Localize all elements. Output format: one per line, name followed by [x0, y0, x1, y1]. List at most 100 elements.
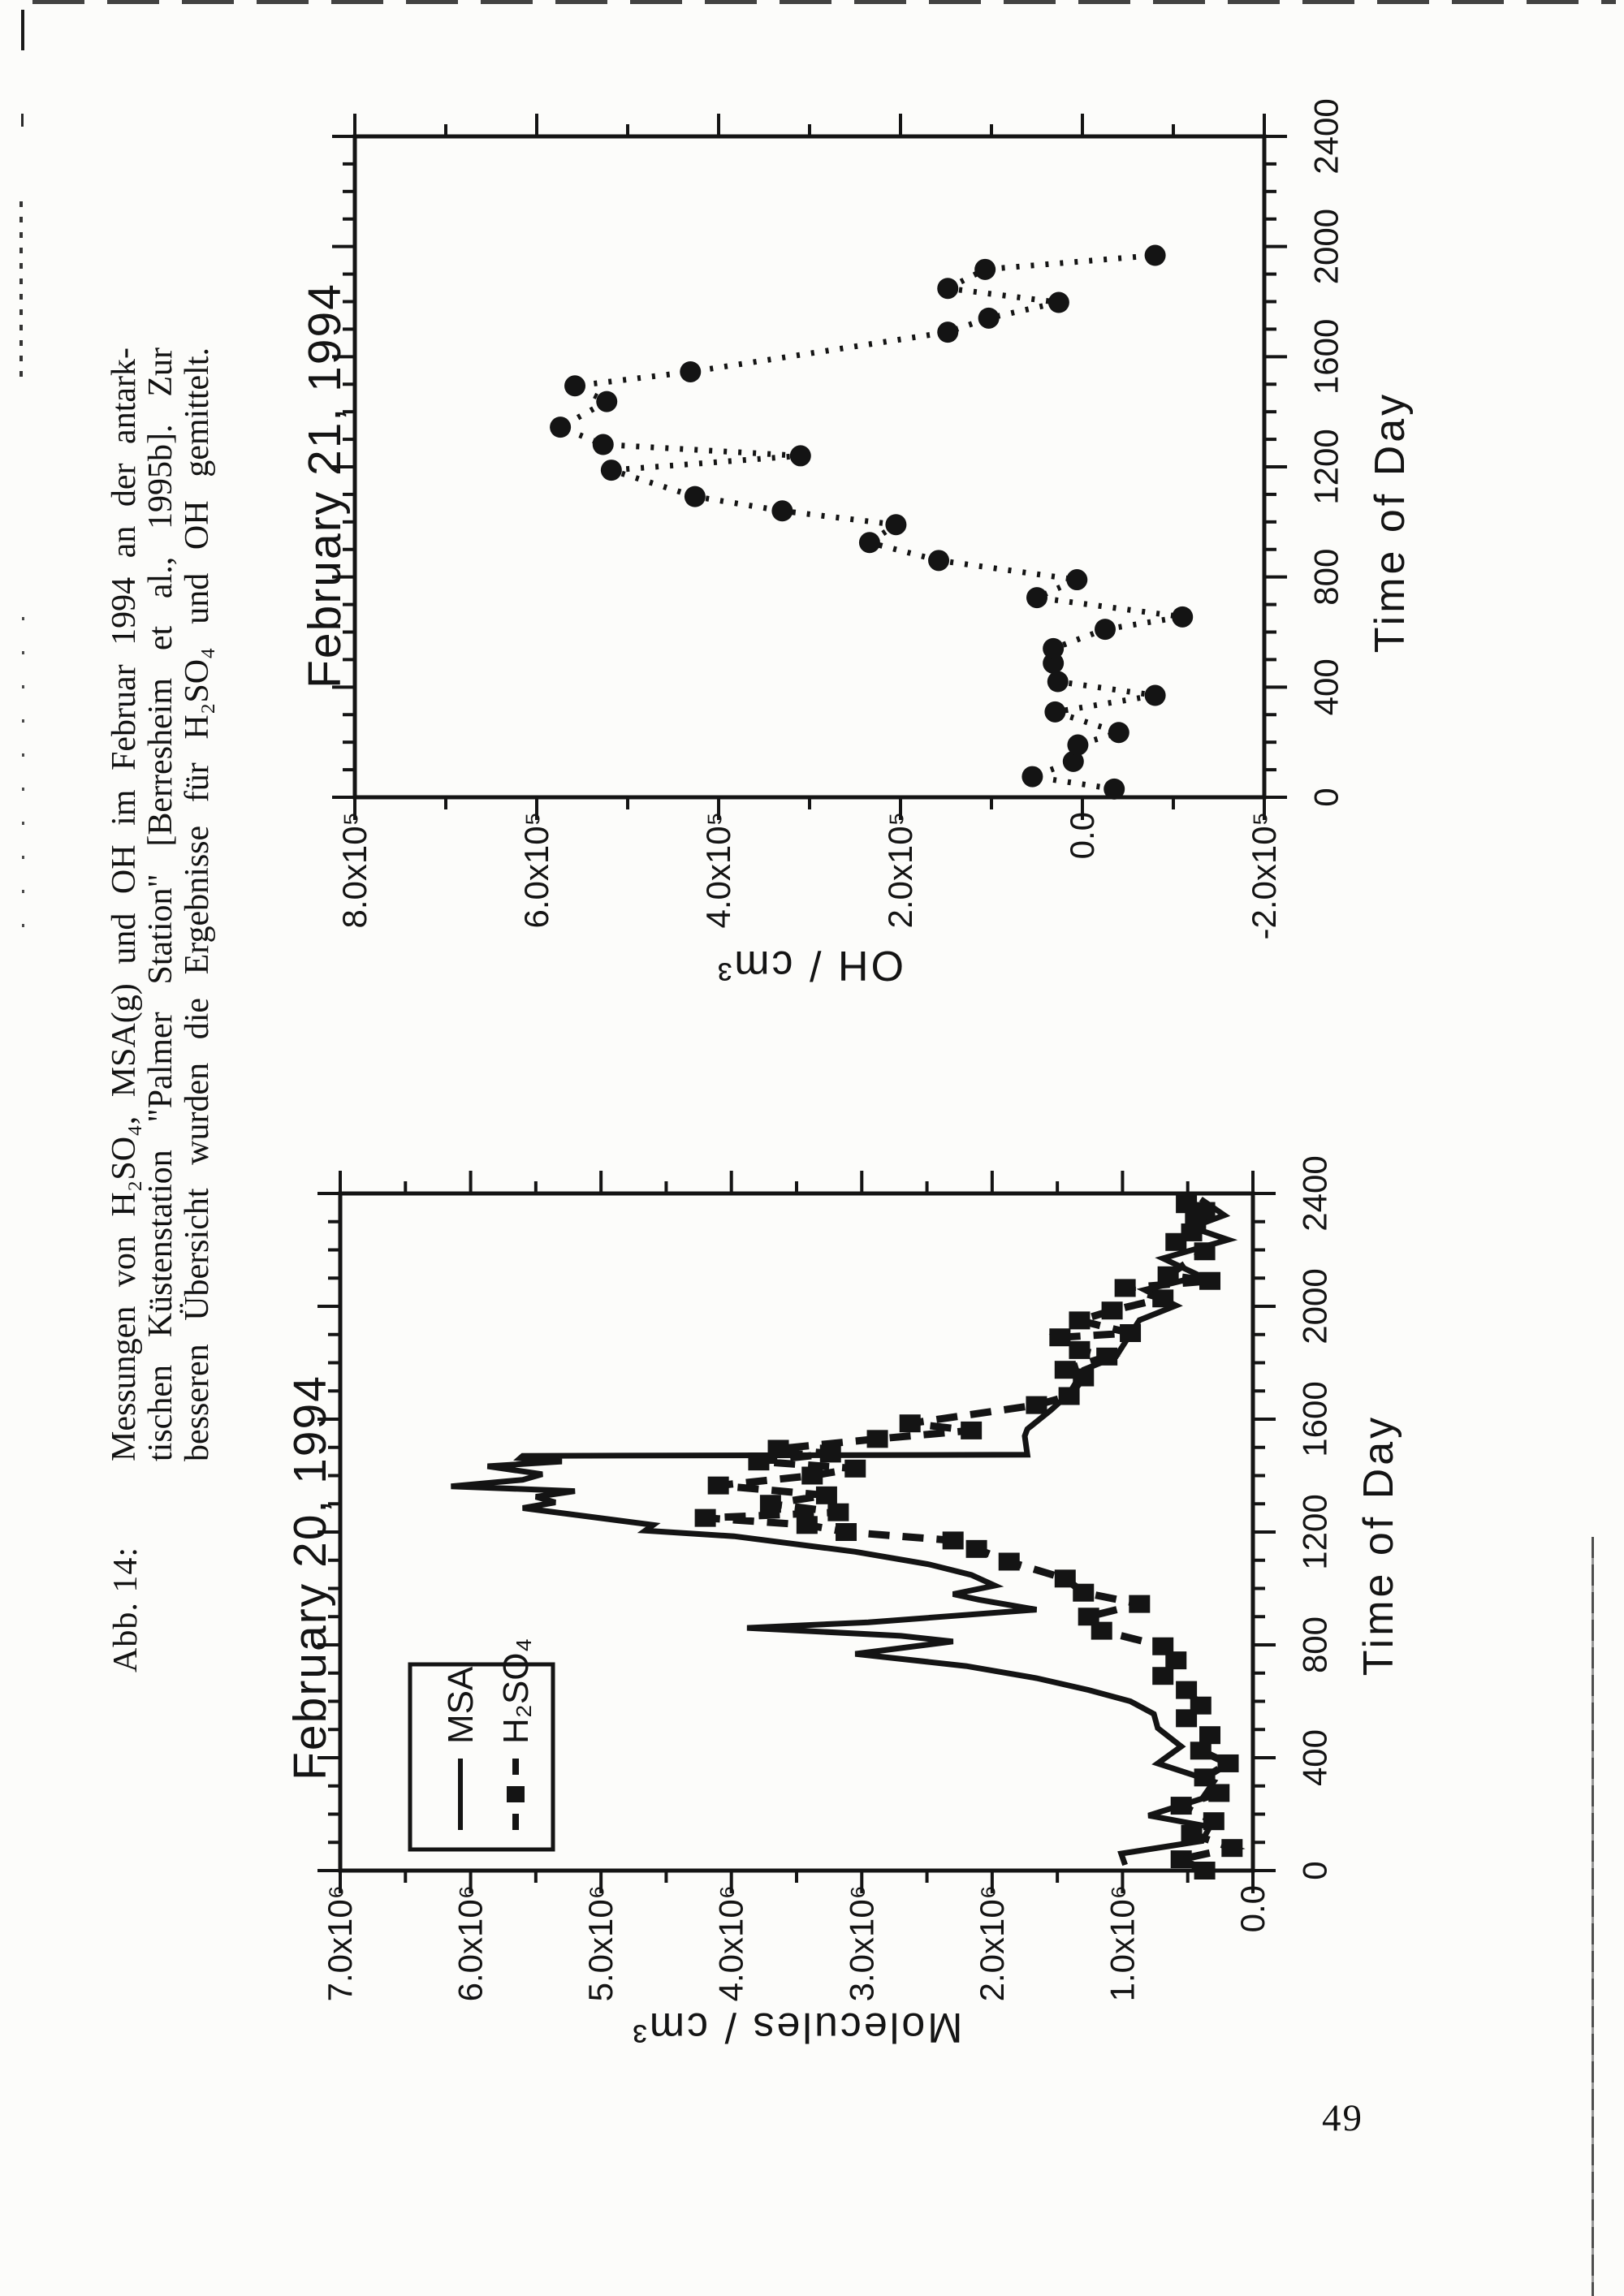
data-point: [1067, 734, 1089, 756]
y-tick-label: 4.0x10⁶: [712, 1885, 750, 2001]
data-point: [596, 391, 618, 412]
data-point: [592, 434, 614, 455]
x-tick-label: 800: [1307, 549, 1345, 606]
molecules-chart: 0 400 800 1200 1600 2000 2400 7.0x10⁶ 6.0x10⁶ 5.0…: [284, 1155, 1402, 2051]
data-point: [1047, 291, 1069, 313]
x-tick-label: 400: [1295, 1729, 1333, 1786]
data-point: [759, 1495, 781, 1513]
data-point: [1165, 1651, 1187, 1670]
data-point: [1096, 1347, 1118, 1366]
y-tick-label: 7.0x10⁶: [321, 1885, 359, 2001]
y-tick-label: 4.0x10⁵: [699, 812, 737, 929]
data-point: [1194, 1768, 1216, 1787]
x-tick-label: 1600: [1295, 1381, 1333, 1457]
data-point: [1144, 244, 1166, 266]
data-point: [1026, 587, 1047, 609]
data-point: [1194, 1202, 1216, 1220]
x-tick-label: 1600: [1307, 319, 1345, 395]
data-point: [965, 1539, 987, 1558]
data-point: [1058, 1387, 1080, 1405]
data-point: [866, 1430, 888, 1448]
data-point: [1152, 1667, 1174, 1685]
x-tick-label: 0: [1295, 1861, 1333, 1880]
data-point: [1073, 1583, 1095, 1602]
data-point: [1021, 766, 1043, 788]
data-point: [1026, 1396, 1047, 1414]
data-point: [1091, 1621, 1112, 1640]
series-line-OH: [553, 252, 1183, 792]
oh-chart: 0 400 800 1200 1600 2000 2400 8.0x10⁵ 6.0x10⁵ 4.0…: [299, 98, 1414, 989]
x-tick-label: 1200: [1307, 429, 1345, 504]
data-point: [1194, 1862, 1216, 1880]
scan-artifact-left-edge: [21, 114, 24, 127]
data-point: [1049, 1328, 1071, 1347]
data-point: [600, 460, 622, 481]
scan-artifact-top-edge: [32, 0, 1616, 4]
data-point: [974, 258, 996, 280]
x-tick-label: 800: [1295, 1616, 1333, 1673]
data-point: [1054, 1569, 1076, 1588]
data-point: [1152, 1637, 1174, 1655]
data-point: [1104, 778, 1125, 800]
data-point: [1054, 1361, 1076, 1379]
data-point: [767, 1439, 789, 1458]
data-point: [684, 486, 706, 507]
y-tick-label: 6.0x10⁵: [517, 812, 555, 929]
x-tick-label: 400: [1307, 658, 1345, 715]
scan-artifact-right-edge: [1592, 1537, 1594, 2296]
x-tick-label: 2400: [1295, 1155, 1333, 1231]
y-tick-label: 6.0x10⁶: [451, 1885, 490, 2001]
data-point: [1199, 1726, 1221, 1745]
data-point: [1181, 1824, 1203, 1843]
x-tick-label: 2400: [1307, 98, 1345, 174]
chart-title: February 21, 1994: [299, 283, 351, 688]
page-number: 49: [1322, 2097, 1363, 2139]
scan-artifact-left-edge: [22, 617, 24, 946]
data-point: [1095, 619, 1116, 641]
plot-frame: [352, 134, 1267, 800]
data-point: [998, 1552, 1020, 1571]
data-point: [827, 1503, 849, 1521]
y-tick-label: 5.0x10⁶: [581, 1885, 620, 2001]
data-point: [694, 1508, 716, 1527]
data-point: [564, 375, 586, 397]
data-point: [1170, 1850, 1192, 1869]
data-point: [771, 500, 793, 522]
data-point: [1199, 1271, 1221, 1290]
legend-label: H₂SO₄: [496, 1638, 536, 1744]
data-point: [1217, 1754, 1239, 1772]
legend: MSA H₂SO₄: [408, 1638, 555, 1852]
y-tick-label: 0.0: [1063, 812, 1101, 859]
data-point: [796, 1516, 818, 1534]
scan-artifact-left-edge: [19, 201, 23, 378]
y-tick-label: 2.0x10⁶: [973, 1885, 1011, 2001]
x-tick-label: 2000: [1295, 1268, 1333, 1344]
data-point: [1129, 1595, 1151, 1613]
data-point: [1101, 1301, 1123, 1320]
data-point: [1062, 750, 1084, 772]
data-point: [1194, 1242, 1216, 1261]
data-point: [942, 1531, 964, 1550]
y-axis-label: Molecules / cm³: [630, 2004, 962, 2051]
data-point: [1073, 1368, 1095, 1387]
data-point: [858, 532, 880, 554]
data-point: [1208, 1784, 1230, 1802]
data-point: [748, 1452, 770, 1471]
data-point: [978, 307, 1000, 329]
y-tick-label: 2.0x10⁵: [881, 812, 919, 929]
data-point: [937, 322, 959, 343]
x-axis-label: Time of Day: [1355, 1414, 1402, 1676]
y-tick-label: 1.0x10⁶: [1103, 1885, 1141, 2001]
y-tick-label: 0.0: [1233, 1885, 1272, 1932]
data-point: [801, 1466, 823, 1485]
data-point: [680, 360, 702, 382]
data-point: [1047, 671, 1069, 693]
data-point: [1043, 652, 1065, 674]
data-point: [1114, 1279, 1136, 1297]
series-line-MSA: [451, 1197, 1238, 1867]
data-point: [1069, 1311, 1091, 1330]
data-point: [836, 1523, 857, 1541]
x-tick-label: 2000: [1307, 209, 1345, 284]
data-point: [928, 550, 950, 572]
